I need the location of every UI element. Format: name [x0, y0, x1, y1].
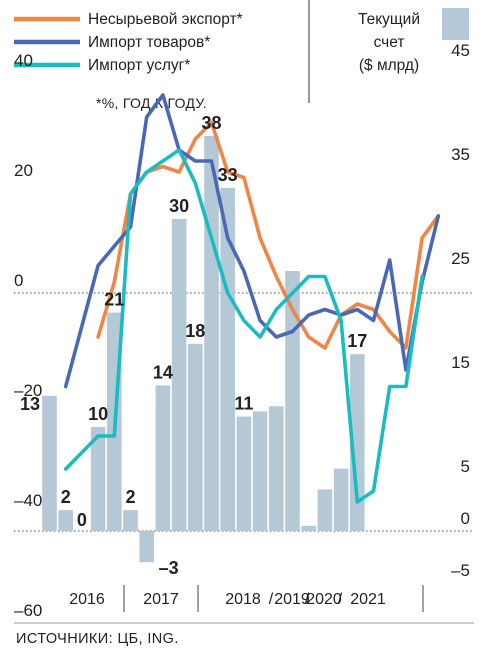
series-line-2	[63, 148, 424, 504]
bar	[333, 468, 349, 531]
right-tick-label: –5	[451, 561, 470, 580]
x-group-label: 2018	[225, 591, 261, 608]
right-tick-label: 45	[451, 41, 470, 60]
bar-label: 21	[104, 290, 124, 310]
x-group-label: 2021	[350, 591, 386, 608]
x-group-label: 2019	[274, 591, 310, 608]
right-tick-label: 5	[461, 457, 470, 476]
source-note: ИСТОЧНИКИ: ЦБ, ING.	[16, 631, 179, 647]
bar-label: 0	[77, 510, 87, 530]
bar-label: 18	[185, 321, 205, 341]
left-tick-label: –20	[14, 381, 42, 400]
bar-label: 11	[234, 394, 253, 414]
bar	[350, 354, 365, 531]
bar	[58, 510, 73, 531]
right-tick-label: 15	[451, 353, 470, 372]
left-tick-label: –40	[14, 491, 42, 510]
bar-label: 30	[169, 196, 189, 216]
bars	[42, 135, 365, 563]
bar-label: 10	[88, 404, 108, 424]
bar-label: 33	[218, 165, 238, 185]
bar	[236, 416, 252, 531]
right-axis-title-line1: Текущий	[358, 11, 420, 28]
left-tick-label: 20	[14, 161, 33, 180]
x-group-label: 2016	[69, 591, 105, 608]
x-group-slash: /	[305, 591, 310, 608]
x-group-label: 2020	[306, 591, 342, 608]
bar	[285, 271, 300, 531]
bar-label: 2	[125, 487, 135, 507]
right-tick-label: 25	[451, 249, 470, 268]
x-group-label: 2017	[143, 591, 179, 608]
bar	[123, 510, 138, 531]
left-tick-label: –60	[14, 601, 42, 620]
bar	[90, 427, 106, 531]
bar-label: 38	[201, 113, 221, 133]
legend-label-services-import: Импорт услуг*	[88, 57, 190, 74]
bar	[252, 411, 268, 531]
right-axis-title-line3: ($ млрд)	[359, 57, 419, 74]
bar-label: 13	[20, 394, 40, 414]
right-tick-label: 35	[451, 145, 470, 164]
bar	[42, 395, 57, 531]
series-line-1	[63, 93, 441, 389]
legend-label-nonresource-export: Несырьевой экспорт*	[88, 11, 243, 28]
chart-note: *%, ГОД К ГОДУ.	[96, 95, 207, 111]
right-tick-label: 0	[461, 509, 470, 528]
bar	[171, 219, 187, 531]
bar-label: 2	[61, 487, 71, 507]
series-lines	[63, 93, 441, 504]
bar	[317, 489, 333, 531]
left-axis: 40 20 0 –20 –40 –60	[14, 51, 42, 620]
x-group-slash: /	[338, 591, 343, 608]
bar	[139, 531, 154, 563]
bar-label: 17	[347, 331, 367, 351]
bar	[301, 525, 316, 531]
x-group-slash: /	[269, 591, 274, 608]
legend-bar-swatch	[442, 8, 469, 40]
right-axis: 45 35 25 15 5 0 –5	[451, 41, 470, 580]
series-line-0	[96, 120, 441, 350]
left-tick-label: 0	[14, 271, 23, 290]
right-axis-title-line2: счет	[374, 34, 405, 51]
bar	[155, 385, 171, 531]
left-tick-label: 40	[14, 51, 33, 70]
bar	[188, 343, 203, 531]
legend: Несырьевой экспорт* Импорт товаров* Импо…	[14, 0, 469, 103]
legend-label-goods-import: Импорт товаров*	[88, 34, 210, 51]
bar	[204, 135, 219, 532]
bar	[220, 187, 235, 532]
bar-label: –3	[159, 558, 179, 578]
bar-label: 14	[153, 362, 173, 382]
bar	[269, 406, 284, 531]
